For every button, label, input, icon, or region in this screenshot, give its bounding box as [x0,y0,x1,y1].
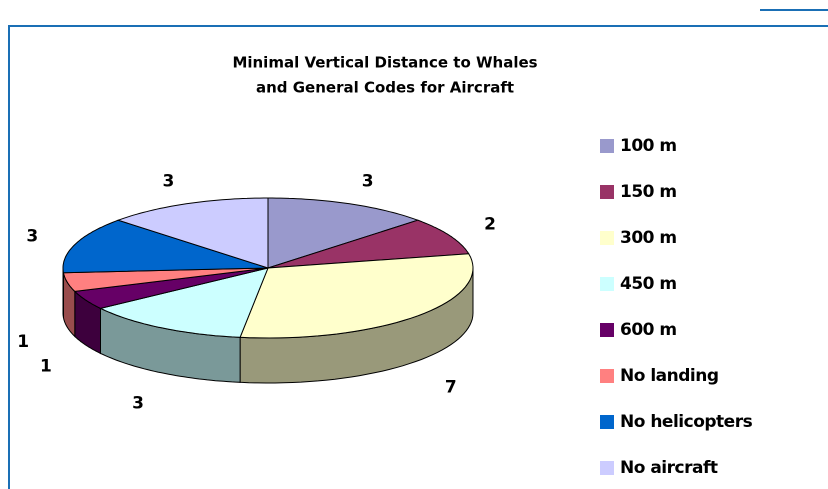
pie-slice [62,219,269,274]
pie-slice [267,197,420,269]
legend-swatch [600,185,614,199]
legend-swatch [600,231,614,245]
data-label: 1 [40,356,52,376]
legend-swatch [600,323,614,337]
legend-label: 600 m [620,320,677,340]
data-label: 3 [26,226,38,246]
legend-label: 100 m [620,136,677,156]
chart-title: Minimal Vertical Distance to Whales [232,54,537,72]
pie-slice [73,267,269,309]
data-label: 1 [17,332,29,352]
legend-label: 450 m [620,274,677,294]
legend-swatch [600,369,614,383]
legend-swatch [600,139,614,153]
legend-label: No helicopters [620,412,753,432]
data-label: 3 [132,394,144,414]
legend-label: 300 m [620,228,677,248]
chart-title: and General Codes for Aircraft [256,79,514,97]
pie-slice [116,197,269,269]
legend-label: No landing [620,366,719,386]
pie-slice [267,219,470,269]
data-label: 3 [162,171,174,191]
frame [8,25,828,489]
legend-label: No aircraft [620,458,718,478]
data-label: 2 [484,215,496,235]
pie-side [62,268,64,318]
legend-label: 150 m [620,182,677,202]
pie-slice [98,267,269,338]
data-label: 7 [445,378,457,398]
pie-slice [62,267,269,292]
data-label: 3 [362,171,374,191]
legend-swatch [600,461,614,475]
legend-swatch [600,277,614,291]
legend-swatch [600,415,614,429]
pie-slice [239,253,474,339]
